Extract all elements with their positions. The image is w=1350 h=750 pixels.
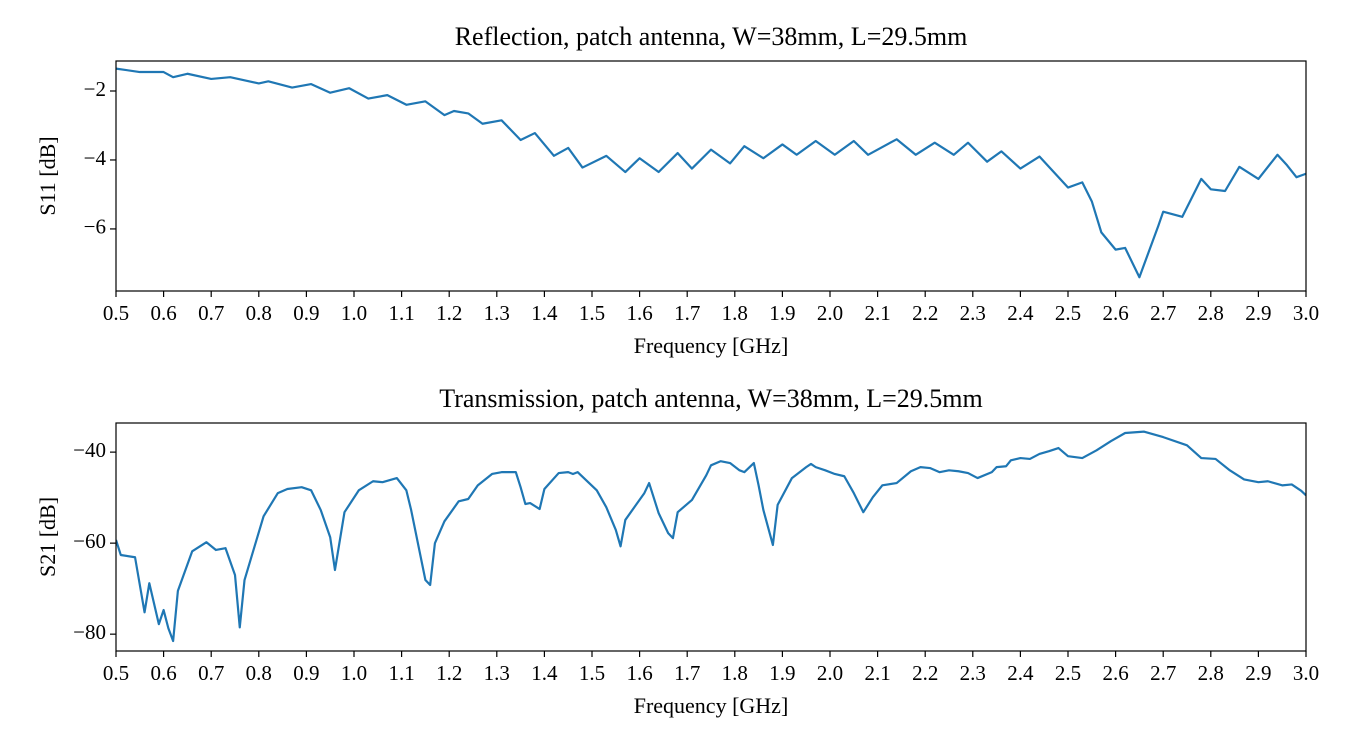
- x-tick-label: 1.5: [579, 661, 605, 685]
- x-tick-label: 1.0: [341, 301, 367, 325]
- x-tick-label: 1.9: [769, 301, 795, 325]
- x-tick-label: 1.9: [769, 661, 795, 685]
- y-axis-label: S21 [dB]: [35, 497, 60, 577]
- x-tick-label: 1.8: [722, 661, 748, 685]
- x-tick-label: 2.8: [1198, 661, 1224, 685]
- x-tick-label: 1.0: [341, 661, 367, 685]
- x-axis-label: Frequency [GHz]: [634, 333, 789, 358]
- x-tick-label: 2.6: [1102, 661, 1128, 685]
- x-tick-label: 2.9: [1245, 301, 1271, 325]
- y-tick-label: −60: [73, 529, 106, 553]
- plot-frame: [115, 60, 1307, 292]
- x-tick-label: 2.9: [1245, 661, 1271, 685]
- x-tick-label: 0.9: [293, 301, 319, 325]
- x-tick-label: 1.1: [388, 661, 414, 685]
- x-tick-label: 0.6: [150, 661, 176, 685]
- x-tick-label: 0.9: [293, 661, 319, 685]
- x-tick-label: 2.1: [864, 661, 890, 685]
- data-line: [116, 67, 1306, 279]
- chart-title: Reflection, patch antenna, W=38mm, L=29.…: [455, 22, 968, 51]
- x-tick-label: 2.5: [1055, 301, 1081, 325]
- x-tick-label: 1.7: [674, 301, 700, 325]
- data-line: [116, 430, 1306, 643]
- x-tick-label: 2.7: [1150, 301, 1176, 325]
- x-tick-label: 2.2: [912, 661, 938, 685]
- x-tick-label: 2.3: [960, 301, 986, 325]
- x-tick-label: 0.5: [103, 661, 129, 685]
- x-tick-label: 2.3: [960, 661, 986, 685]
- y-axis-label: S11 [dB]: [35, 136, 60, 215]
- x-tick-label: 1.6: [626, 661, 652, 685]
- y-tick-label: −2: [84, 77, 106, 101]
- x-tick-label: 1.2: [436, 661, 462, 685]
- x-tick-label: 3.0: [1293, 661, 1319, 685]
- y-tick-label: −80: [73, 620, 106, 644]
- x-tick-label: 0.6: [150, 301, 176, 325]
- plot-frame: [115, 422, 1307, 652]
- x-tick-label: 0.8: [246, 661, 272, 685]
- x-tick-label: 2.0: [817, 661, 843, 685]
- x-tick-label: 2.7: [1150, 661, 1176, 685]
- x-tick-label: 1.3: [484, 661, 510, 685]
- x-tick-label: 0.7: [198, 301, 224, 325]
- x-tick-label: 2.4: [1007, 661, 1034, 685]
- x-tick-label: 2.2: [912, 301, 938, 325]
- x-tick-label: 0.7: [198, 661, 224, 685]
- x-tick-label: 0.5: [103, 301, 129, 325]
- x-tick-label: 1.8: [722, 301, 748, 325]
- x-tick-label: 1.1: [388, 301, 414, 325]
- x-tick-label: 1.7: [674, 661, 700, 685]
- chart-title: Transmission, patch antenna, W=38mm, L=2…: [439, 384, 983, 413]
- x-tick-label: 1.2: [436, 301, 462, 325]
- x-tick-label: 2.1: [864, 301, 890, 325]
- x-axis-label: Frequency [GHz]: [634, 693, 789, 718]
- x-tick-label: 2.8: [1198, 301, 1224, 325]
- x-tick-label: 1.5: [579, 301, 605, 325]
- x-tick-label: 1.6: [626, 301, 652, 325]
- x-tick-label: 2.6: [1102, 301, 1128, 325]
- x-tick-label: 1.3: [484, 301, 510, 325]
- x-tick-label: 1.4: [531, 661, 558, 685]
- y-tick-label: −6: [84, 215, 106, 239]
- x-tick-label: 3.0: [1293, 301, 1319, 325]
- y-tick-label: −40: [73, 438, 106, 462]
- x-tick-label: 2.5: [1055, 661, 1081, 685]
- x-tick-label: 1.4: [531, 301, 558, 325]
- x-tick-label: 2.4: [1007, 301, 1034, 325]
- x-tick-label: 2.0: [817, 301, 843, 325]
- y-tick-label: −4: [84, 146, 107, 170]
- x-tick-label: 0.8: [246, 301, 272, 325]
